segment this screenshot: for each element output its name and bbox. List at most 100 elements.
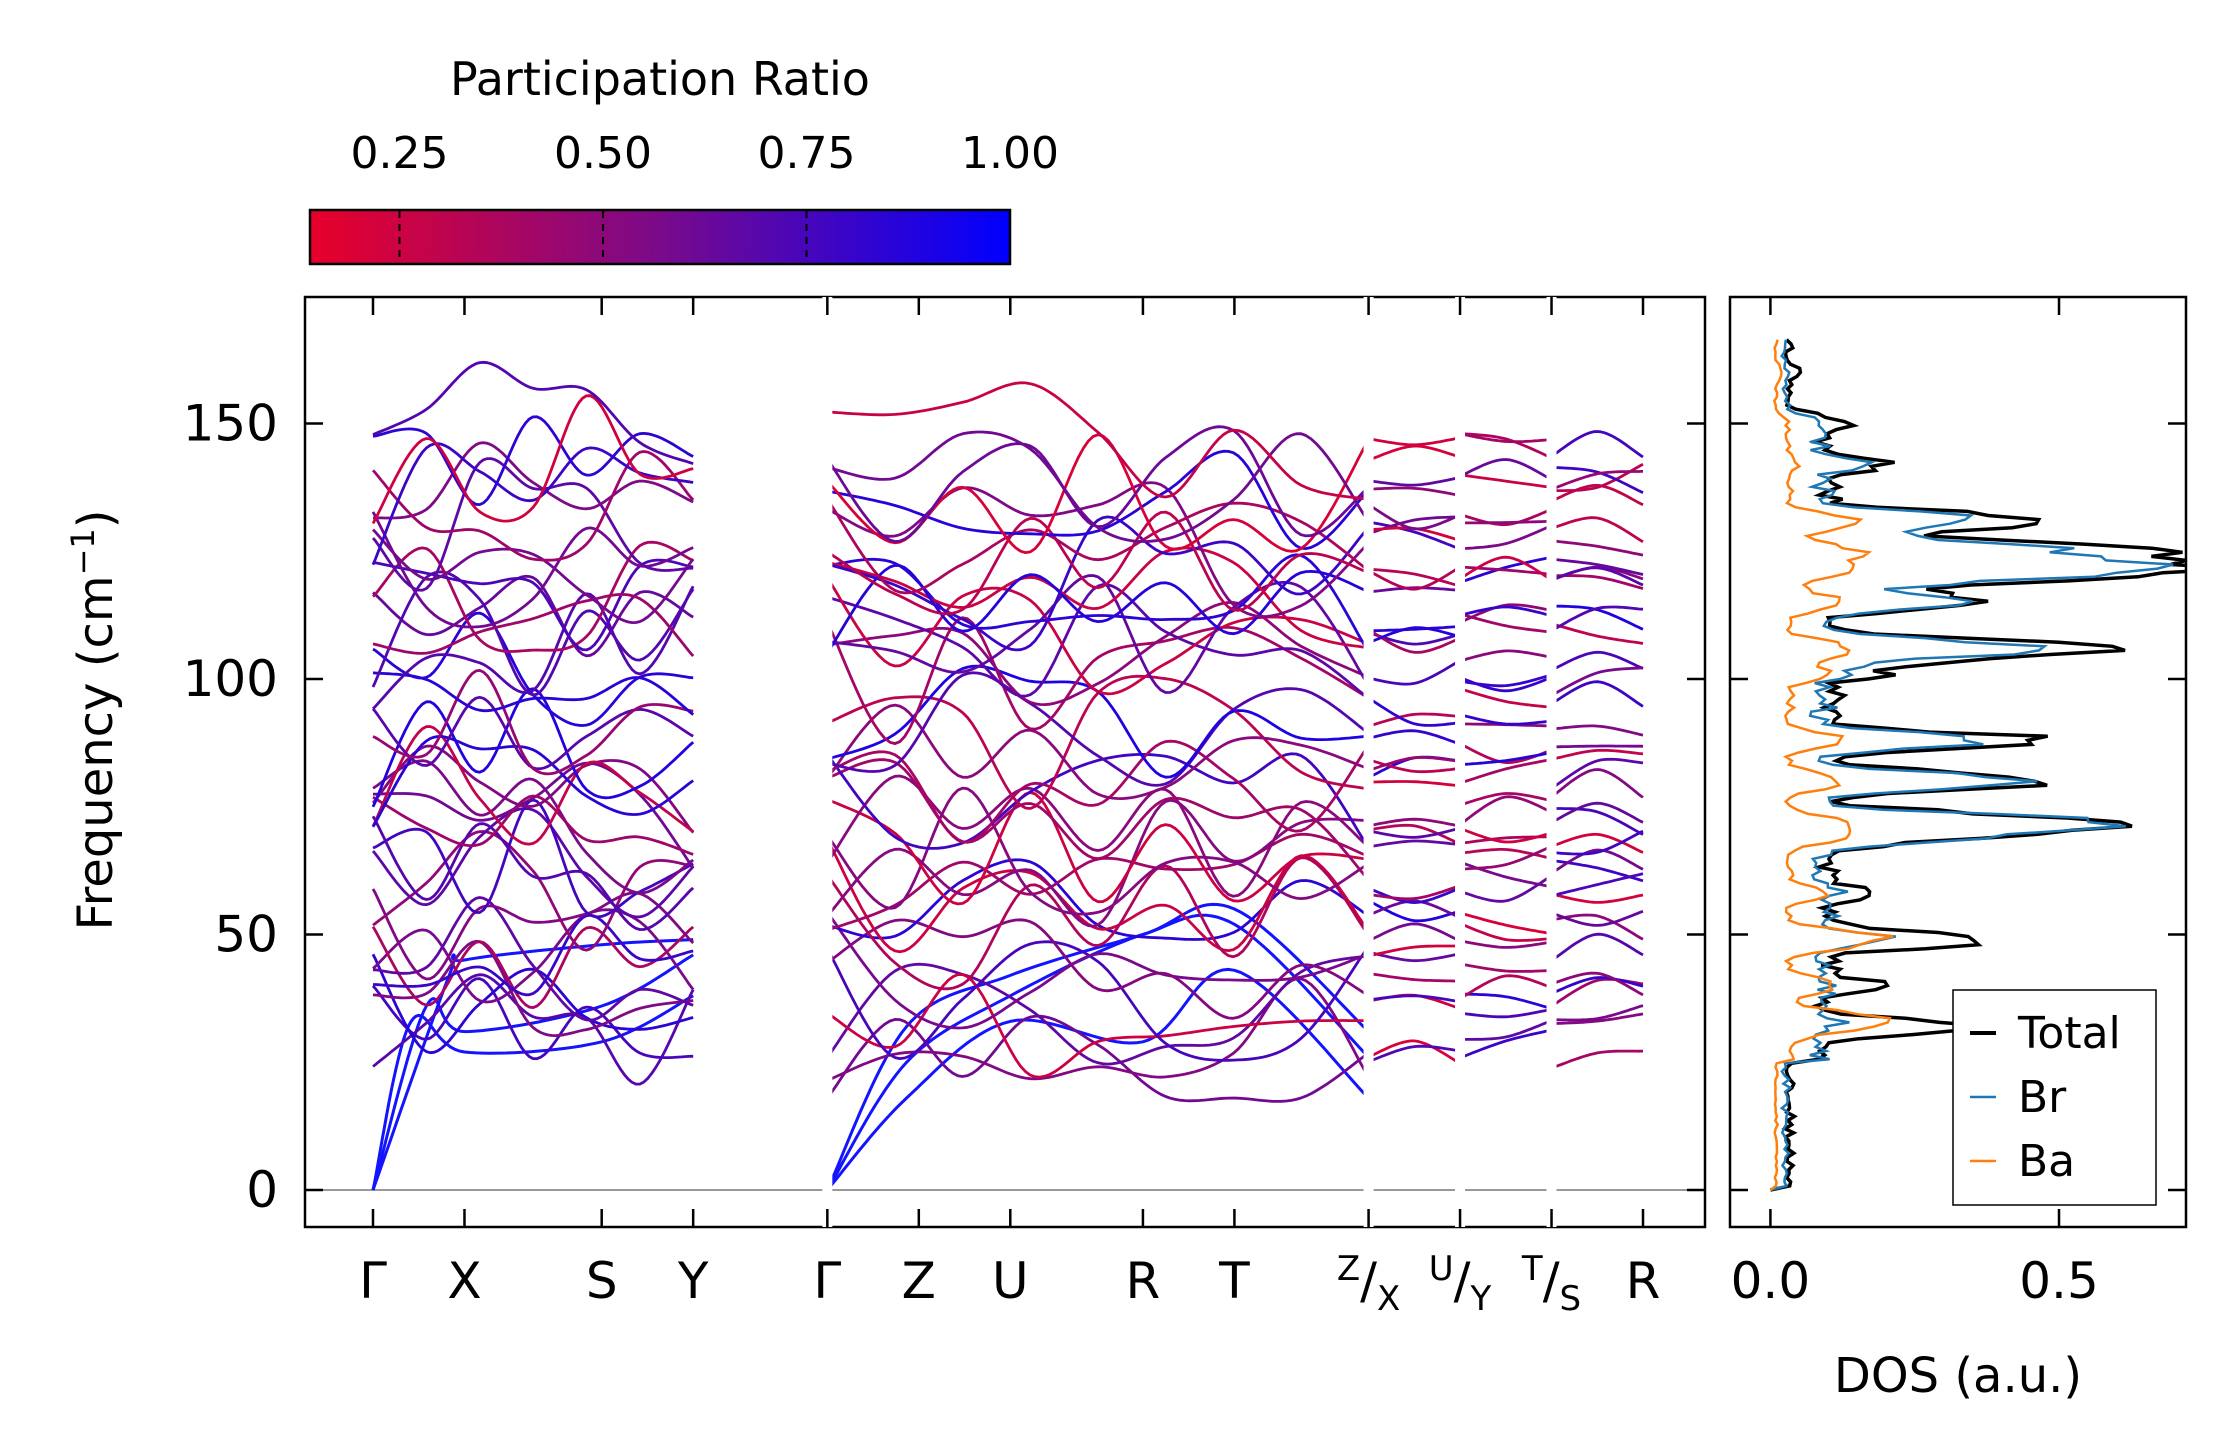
optical-branch [1459,1028,1552,1060]
optical-branch [1550,650,1644,672]
optical-branch [826,739,1370,844]
optical-branch [1459,827,1552,844]
colorbar-title: Participation Ratio [450,52,870,106]
optical-branch [372,669,694,776]
optical-branch [371,807,695,919]
optical-branch [1459,792,1552,807]
optical-branch [1551,484,1644,507]
optical-branch [1368,625,1461,633]
colorbar-tick-label: 0.25 [351,128,449,179]
optical-branch [371,450,695,562]
optical-branch [826,973,1369,1079]
dos-frame [1728,295,2188,1229]
optical-branch [372,939,694,1037]
optical-branch [1368,922,1461,943]
optical-branch [1368,436,1461,447]
optical-branch [371,977,694,1061]
xtick-label: T/S [1521,1249,1581,1319]
optical-branch [1550,848,1644,875]
optical-branch [372,798,694,919]
dos-xtick-label: 0.0 [1731,1252,1811,1310]
optical-branch [1551,470,1643,491]
dos-curve-br [1770,339,2174,1192]
optical-branch [1368,712,1461,728]
xtick-label-sup: T [1521,1249,1543,1289]
optical-branch [826,954,1369,1066]
optical-branch [372,973,695,1086]
optical-branch [372,528,695,624]
optical-branch [1551,557,1644,576]
optical-branch [826,703,1370,800]
phonon-bands [371,360,1644,1191]
ytick-label: 0 [246,1161,278,1219]
colorbar-tick-dashes [398,211,808,263]
optical-branch [1459,1019,1553,1041]
optical-branch [371,394,694,525]
xtick-label-slash: / [1454,1252,1471,1310]
optical-branch [1551,1049,1643,1070]
optical-branch [371,815,695,931]
optical-branch [826,977,1370,1082]
optical-branch [1550,430,1644,459]
optical-branch [371,744,695,834]
optical-branch [1459,555,1552,584]
optical-branch [1459,848,1552,860]
optical-branch [1459,508,1552,527]
optical-branch [1459,874,1553,903]
xtick-label: T [1218,1252,1250,1310]
optical-branch [1368,839,1461,849]
optical-branch [1460,519,1552,525]
optical-branch [371,725,695,846]
optical-branch [1368,486,1461,497]
optical-branch [1459,555,1553,581]
optical-branch [1368,565,1461,591]
optical-branch [1368,826,1461,839]
optical-branch [826,577,1370,696]
optical-branch [1551,807,1644,836]
optical-branch [1459,687,1552,709]
xtick-label: R [1626,1252,1661,1310]
optical-branch [371,925,695,1009]
ytick-label: 150 [183,395,278,453]
xtick-label: S [586,1252,618,1310]
optical-branch [1550,768,1644,799]
xtick-label-slash: / [1543,1252,1560,1310]
optical-branch [1459,962,1552,973]
optical-branch [1368,994,1461,1003]
optical-branch [1459,795,1553,826]
colorbar: Participation Ratio 0.25 0.50 0.75 1.00 [308,52,1059,266]
optical-branch [1368,950,1461,963]
optical-branch [1368,476,1461,487]
optical-branch [1459,603,1552,624]
optical-branch [1459,458,1553,481]
optical-branch [1459,751,1552,767]
optical-branch [1551,748,1644,761]
xtick-label: Γ [813,1252,841,1310]
optical-branch [372,558,694,652]
optical-branch [1459,673,1552,688]
optical-branch [371,695,694,771]
xtick-label: U [992,1252,1029,1310]
optical-branch [1551,832,1644,854]
optical-branch [826,510,1370,616]
optical-branch [1551,622,1644,645]
colorbar-ticks: 0.25 0.50 0.75 1.00 [351,128,1059,179]
optical-branch [1550,932,1644,962]
colorbar-tick-label: 0.75 [758,128,856,179]
optical-branch [1550,666,1644,697]
legend-label-br: Br [2018,1072,2067,1123]
optical-branch [1550,680,1644,708]
optical-branch [1367,697,1461,727]
xtick-label: U/Y [1429,1249,1492,1319]
xtick-label: Y [677,1252,709,1310]
optical-branch [1368,659,1461,686]
optical-branch [371,511,694,629]
optical-branch [826,498,1370,595]
optical-branch [827,449,1370,550]
optical-branch [826,583,1370,700]
optical-branch [372,360,694,466]
xtick-label-sup: U [1429,1249,1454,1289]
optical-branch [371,457,694,592]
optical-branch [827,430,1370,543]
optical-branch [1459,1008,1552,1019]
